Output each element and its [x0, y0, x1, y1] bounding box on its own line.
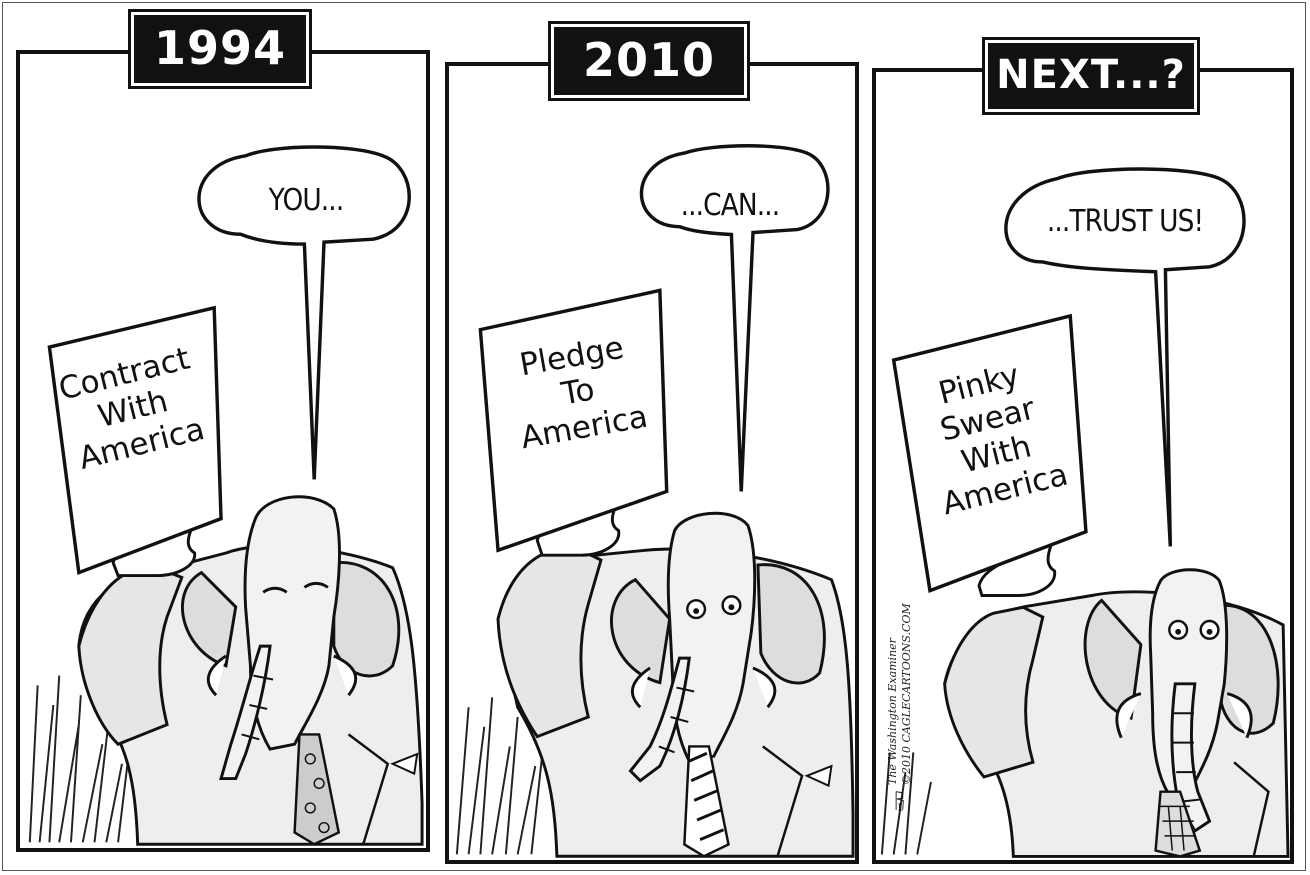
elephant-head-1: [243, 495, 341, 751]
panel-title-next: NEXT...?: [982, 37, 1200, 115]
copyright-credit: ©2010 CAGLECARTOONS.COM: [900, 603, 913, 785]
panel-title-1994: 1994: [128, 9, 312, 89]
sign-board-3: [891, 313, 1088, 593]
artist-signature: [895, 791, 904, 811]
panel-3-artwork: [880, 167, 1290, 858]
panel-next: [872, 68, 1294, 864]
elephant-ear-right-2: [756, 563, 826, 685]
panel-1-artwork: [28, 145, 424, 846]
panel-2010: [445, 62, 859, 864]
speech-bubble-1: [197, 145, 411, 480]
publication-credit: The Washington Examiner: [886, 638, 899, 785]
sign-board-2: [478, 288, 669, 553]
sign-board-1: [47, 305, 223, 575]
speech-text-2: ...CAN...: [680, 188, 781, 223]
elephant-trunk-2: [628, 656, 691, 783]
elephant-arm-3: [943, 605, 1045, 779]
speech-text-1: YOU...: [268, 183, 345, 218]
elephant-ear-left-1: [180, 570, 238, 668]
panel-1994: [16, 50, 430, 852]
speech-text-3: ...TRUST US!: [1046, 204, 1204, 239]
speech-bubble-2: [639, 144, 830, 492]
panel-title-2010: 2010: [548, 21, 750, 101]
panel-2-artwork: [455, 144, 855, 858]
elephant-arm-1: [77, 566, 184, 746]
elephant-head-2: [666, 511, 757, 763]
elephant-ear-left-2: [610, 577, 672, 685]
elephant-arm-2: [496, 546, 603, 739]
elephant-ear-left-3: [1083, 598, 1143, 721]
speech-bubble-3: [1004, 167, 1246, 547]
elephant-tie-2: [683, 745, 730, 858]
elephant-tie-3: [1154, 790, 1202, 858]
elephant-trunk-1: [219, 644, 272, 781]
